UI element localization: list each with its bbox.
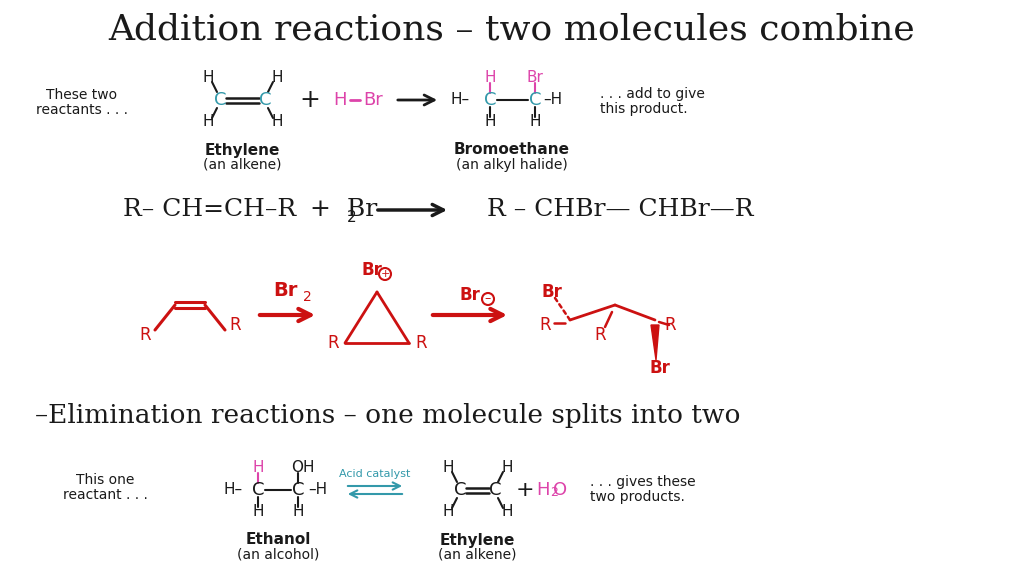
Text: H: H: [292, 505, 304, 520]
Text: C: C: [252, 481, 264, 499]
Text: –H: –H: [308, 483, 328, 498]
Text: Br: Br: [364, 91, 383, 109]
Text: H: H: [333, 91, 347, 109]
Text: two products.: two products.: [590, 490, 685, 504]
Text: H: H: [203, 70, 214, 85]
Text: H–: H–: [223, 483, 243, 498]
Text: Br: Br: [272, 281, 297, 300]
Text: Br: Br: [460, 286, 480, 304]
Text: +  Br: + Br: [310, 199, 377, 222]
Text: H: H: [529, 115, 541, 130]
Polygon shape: [651, 325, 659, 360]
Text: this product.: this product.: [600, 102, 688, 116]
Text: Addition reactions – two molecules combine: Addition reactions – two molecules combi…: [109, 13, 915, 47]
Text: +: +: [380, 269, 390, 279]
Text: H: H: [252, 505, 264, 520]
Text: R– CH=CH–R: R– CH=CH–R: [124, 199, 297, 222]
Text: (an alcohol): (an alcohol): [237, 547, 319, 561]
Text: H: H: [442, 460, 454, 476]
Text: H: H: [203, 115, 214, 130]
Text: R: R: [139, 326, 151, 344]
Text: R: R: [540, 316, 551, 334]
Text: (an alkene): (an alkene): [437, 547, 516, 561]
Text: R: R: [229, 316, 241, 334]
Text: (an alkene): (an alkene): [203, 158, 282, 172]
Text: Acid catalyst: Acid catalyst: [339, 469, 411, 479]
Text: . . . gives these: . . . gives these: [590, 475, 695, 489]
Text: 2: 2: [347, 210, 356, 225]
Text: Bromoethane: Bromoethane: [454, 142, 570, 157]
Text: C: C: [483, 91, 497, 109]
Text: C: C: [259, 91, 271, 109]
Text: Br: Br: [649, 359, 671, 377]
Text: C: C: [528, 91, 542, 109]
Text: H–: H–: [451, 93, 470, 108]
Text: Ethanol: Ethanol: [246, 532, 310, 548]
Text: H: H: [442, 505, 454, 520]
Text: H: H: [537, 481, 550, 499]
Text: Ethylene: Ethylene: [439, 532, 515, 548]
Text: 2: 2: [303, 290, 311, 304]
Text: Br: Br: [526, 70, 544, 85]
Text: Br: Br: [542, 283, 562, 301]
Text: R: R: [594, 326, 606, 344]
Text: R – CHBr— CHBr—R: R – CHBr— CHBr—R: [486, 199, 754, 222]
Text: O: O: [553, 481, 567, 499]
Text: (an alkyl halide): (an alkyl halide): [456, 158, 568, 172]
Text: C: C: [488, 481, 502, 499]
Text: H: H: [271, 70, 283, 85]
Text: C: C: [292, 481, 304, 499]
Text: R: R: [328, 334, 339, 352]
Text: R: R: [665, 316, 676, 334]
Text: reactants . . .: reactants . . .: [36, 103, 128, 117]
Text: This one: This one: [76, 473, 134, 487]
Text: R: R: [415, 334, 427, 352]
Text: C: C: [214, 91, 226, 109]
Text: Br: Br: [361, 261, 382, 279]
Text: +: +: [516, 480, 535, 500]
Text: reactant . . .: reactant . . .: [62, 488, 147, 502]
Text: 2: 2: [550, 487, 558, 499]
Text: C: C: [454, 481, 466, 499]
Text: H: H: [271, 115, 283, 130]
Text: Ethylene: Ethylene: [205, 142, 280, 157]
Text: OH: OH: [291, 460, 314, 476]
Text: H: H: [484, 70, 496, 85]
Text: . . . add to give: . . . add to give: [600, 87, 705, 101]
Text: H: H: [252, 460, 264, 476]
Text: –Elimination reactions – one molecule splits into two: –Elimination reactions – one molecule sp…: [35, 403, 740, 427]
Text: H: H: [484, 115, 496, 130]
Text: H: H: [502, 460, 513, 476]
Text: –: –: [485, 293, 492, 305]
Text: –H: –H: [544, 93, 562, 108]
Text: +: +: [300, 88, 321, 112]
Text: These two: These two: [46, 88, 118, 102]
Text: H: H: [502, 505, 513, 520]
